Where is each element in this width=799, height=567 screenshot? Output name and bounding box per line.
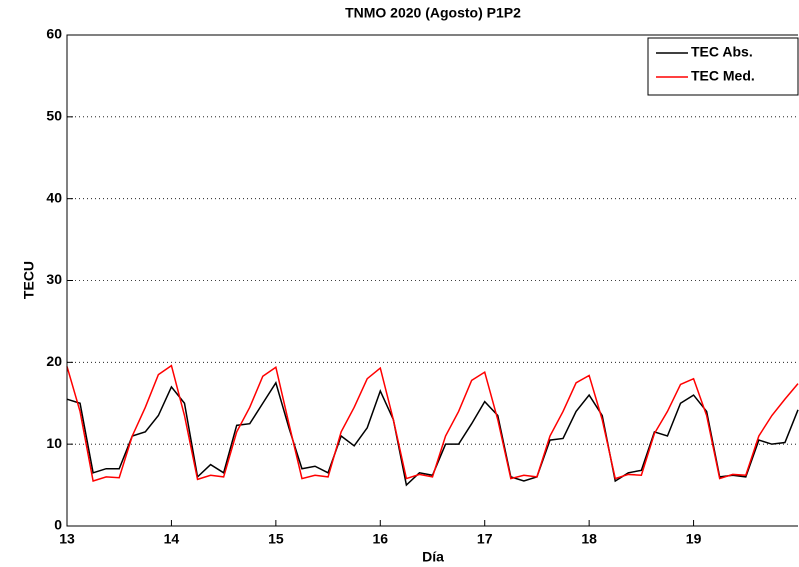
series-line: [66, 364, 799, 482]
x-tick-label: 15: [268, 531, 284, 547]
legend-box: [647, 37, 799, 96]
legend-label: TEC Abs.: [691, 44, 753, 60]
y-tick-label: 60: [46, 26, 62, 42]
legend-label: TEC Med.: [691, 68, 755, 84]
y-tick-label: 0: [54, 517, 62, 533]
axes-frame: [66, 34, 798, 527]
x-tick-label: 13: [59, 531, 75, 547]
x-tick-label: 18: [581, 531, 597, 547]
y-tick-label: 30: [46, 271, 62, 287]
plot-area: [67, 35, 798, 526]
x-axis-label: Día: [422, 549, 444, 565]
chart-title: TNMO 2020 (Agosto) P1P2: [345, 5, 521, 21]
x-tick-label: 16: [372, 531, 388, 547]
x-tick-label: 17: [477, 531, 493, 547]
y-tick-label: 10: [46, 435, 62, 451]
y-tick-label: 40: [46, 189, 62, 205]
x-tick-label: 14: [164, 531, 180, 547]
y-axis-label: TECU: [21, 261, 37, 299]
x-tick-label: 19: [686, 531, 702, 547]
y-tick-label: 20: [46, 353, 62, 369]
y-tick-label: 50: [46, 108, 62, 124]
